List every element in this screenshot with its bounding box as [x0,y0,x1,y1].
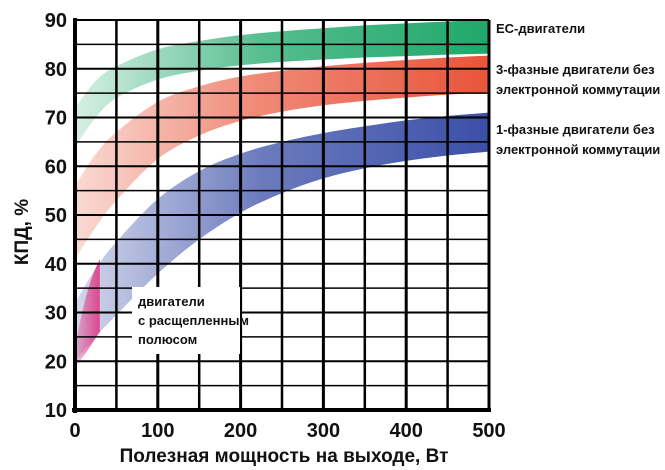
y-tick-label: 30 [45,303,67,325]
y-axis-title: КПД, % [12,199,33,265]
series-label: 1-фазные двигатели без [496,122,655,137]
three-phase-band [75,55,489,259]
shaded-pole-label-box [132,287,240,354]
y-tick-label: 60 [45,156,67,178]
x-tick-label: 500 [472,420,505,442]
y-tick-label: 70 [45,108,67,130]
x-tick-label: 400 [390,420,423,442]
x-axis-title: Полезная мощность на выходе, Вт [120,446,449,467]
series-label: полюсом [138,332,197,347]
y-tick-label: 40 [45,254,67,276]
y-tick-label: 10 [45,400,67,422]
series-label: с расщепленным [138,313,249,328]
series-label: EC-двигатели [496,21,585,36]
series-label: двигатели [138,294,205,309]
grid-lines [73,19,491,411]
y-tick-label: 90 [45,10,67,32]
y-tick-label: 20 [45,351,67,373]
band-labels: EC-двигатели 3-фазные двигатели без электр… [132,21,660,354]
series-label: электронной коммутации [496,82,660,97]
x-tick-label: 0 [69,420,80,442]
x-tick-label: 200 [224,420,257,442]
y-tick-label: 50 [45,205,67,227]
x-tick-label: 100 [141,420,174,442]
series-label: 3-фазные двигатели без [496,62,655,77]
series-label: электронной коммутации [496,142,660,157]
ec-motors-band [75,20,489,147]
axes: 10 20 30 40 50 60 70 80 90 0 100 200 300 400 500 [45,10,506,442]
y-tick-label: 80 [45,59,67,81]
x-tick-label: 300 [307,420,340,442]
